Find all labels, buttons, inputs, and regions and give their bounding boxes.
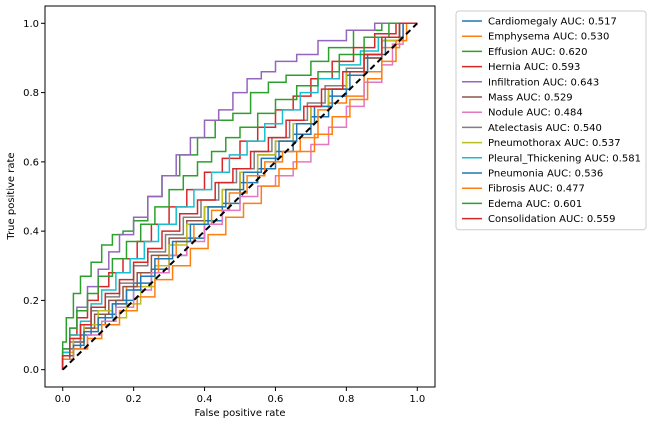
legend-entry-label: Mass AUC: 0.529 <box>488 93 573 104</box>
legend-entry-label: Pleural_Thickening AUC: 0.581 <box>488 153 641 164</box>
legend-entry-label: Effusion AUC: 0.620 <box>488 47 588 58</box>
y-axis-label: True positive rate <box>6 152 17 240</box>
x-tick-label: 0.0 <box>55 394 71 405</box>
chance-diagonal-line <box>62 22 418 371</box>
roc-curve-6 <box>61 22 418 370</box>
roc-curve-4 <box>61 22 418 370</box>
legend-entry-label: Pneumothorax AUC: 0.537 <box>488 138 621 149</box>
y-tick-label: 0.8 <box>23 88 39 99</box>
y-tick-label: 0.6 <box>23 157 39 168</box>
legend-entry-label: Hernia AUC: 0.593 <box>488 62 580 73</box>
legend-entry-label: Consolidation AUC: 0.559 <box>488 214 615 225</box>
x-tick-label: 0.6 <box>268 394 284 405</box>
y-tick-label: 0.0 <box>23 365 39 376</box>
y-axis-ticks: 0.0 0.2 0.4 0.6 0.8 1.0 <box>23 19 45 376</box>
legend-entry-label: Pneumonia AUC: 0.536 <box>488 169 603 180</box>
plot-lines <box>61 22 418 371</box>
legend-entry-label: Infiltration AUC: 0.643 <box>488 77 599 88</box>
roc-curve-2 <box>61 22 418 370</box>
roc-curve-12 <box>61 22 418 370</box>
plot-frame <box>44 5 436 388</box>
legend-box <box>455 10 647 231</box>
y-tick-label: 0.4 <box>23 227 39 238</box>
x-tick-label: 0.4 <box>197 394 213 405</box>
y-tick-label: 1.0 <box>23 19 39 30</box>
legend-entry-label: Cardiomegaly AUC: 0.517 <box>488 17 617 28</box>
roc-curve-13 <box>61 22 418 370</box>
x-axis-ticks: 0.0 0.2 0.4 0.6 0.8 1.0 <box>55 387 425 405</box>
x-tick-label: 1.0 <box>409 394 425 405</box>
legend-entry-label: Atelectasis AUC: 0.540 <box>488 123 602 134</box>
legend-entry-label: Fibrosis AUC: 0.477 <box>488 184 585 195</box>
x-tick-label: 0.8 <box>338 394 354 405</box>
y-tick-label: 0.2 <box>23 296 39 307</box>
legend-entry-label: Nodule AUC: 0.484 <box>488 108 583 119</box>
legend: Cardiomegaly AUC: 0.517 Emphysema AUC: 0.… <box>455 10 647 231</box>
legend-entry-label: Emphysema AUC: 0.530 <box>488 32 609 43</box>
legend-entry-label: Edema AUC: 0.601 <box>488 199 582 210</box>
roc-curve-10 <box>61 22 418 370</box>
x-tick-label: 0.2 <box>126 394 142 405</box>
x-axis-label: False positive rate <box>195 408 286 419</box>
